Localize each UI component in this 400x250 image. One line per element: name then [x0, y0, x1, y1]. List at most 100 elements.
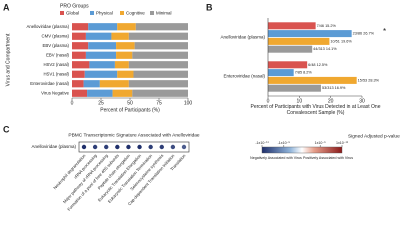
x-tick-label: 0	[267, 98, 270, 104]
x-axis-title: Percent of Participants with Virus Detec…	[250, 104, 381, 116]
significance: *	[383, 27, 386, 36]
bar-segment	[72, 80, 84, 88]
colorbar-title: Signed Adjusted p-value	[348, 133, 400, 139]
bar	[268, 84, 321, 92]
legend-swatch	[150, 11, 154, 15]
y-tick-label: Anelloviridae (plasma)	[26, 24, 69, 29]
value-label: 7/46 15.2%	[317, 24, 337, 28]
x-tick-label: 25	[98, 100, 104, 106]
bar-segment	[83, 80, 100, 88]
bar	[268, 22, 316, 30]
bar-segment	[72, 23, 89, 31]
dot	[126, 144, 131, 150]
bar-segment	[116, 42, 135, 50]
legend-label: Minimal	[156, 10, 172, 15]
x-tick-label: 10	[297, 98, 303, 104]
value-label: 7/85 8.2%	[295, 71, 313, 75]
value-label: 44/313 14.1%	[313, 47, 337, 51]
dot	[159, 144, 164, 150]
colorbar-tick-label: -1x10⁻¹¹	[255, 141, 269, 145]
bar-segment	[117, 70, 134, 78]
y-axis-title: Virus and Compartment	[5, 33, 11, 86]
bar-segment	[72, 89, 88, 97]
bar-segment	[114, 61, 129, 69]
dot	[148, 144, 153, 150]
heatmap-frame	[78, 141, 190, 153]
panel-label: B	[206, 2, 213, 12]
colorbar	[261, 146, 343, 154]
bar	[268, 37, 330, 45]
legend-label: Physical	[96, 10, 113, 15]
bar-segment	[133, 70, 188, 78]
dot	[181, 144, 187, 150]
bar-segment	[87, 89, 113, 97]
bar-segment	[112, 89, 133, 97]
value-label: 15/53 28.3%	[358, 78, 380, 82]
dot	[115, 144, 120, 150]
legend-label: Cognitive	[126, 10, 145, 15]
bar-segment	[132, 51, 188, 59]
y-tick-label: Virus Negative	[41, 90, 69, 95]
x-axis-title-box: Percent of Participants with Virus Detec…	[250, 104, 381, 116]
colorbar-tick-label: 1x10⁻¹¹	[336, 141, 349, 145]
high-label: Positively Associated with Virus	[303, 156, 353, 160]
bar	[268, 45, 313, 53]
row-label: Anelloviridae (plasma)	[31, 144, 76, 149]
bar-segment	[85, 51, 117, 59]
bar-segment	[135, 23, 188, 31]
value-label: 53/313 16.9%	[322, 86, 346, 90]
bar	[268, 76, 357, 84]
bar-segment	[128, 61, 188, 69]
bar-segment	[72, 70, 85, 78]
bar-segment	[85, 32, 112, 40]
y-tick-label: HSV2 (nasal)	[43, 62, 69, 67]
bar-segment	[88, 23, 118, 31]
value-label: 10/51 19.6%	[330, 39, 352, 43]
x-axis-title: Percent of Participants (%)	[100, 107, 160, 113]
dot	[137, 144, 142, 150]
bar-segment	[128, 32, 188, 40]
bar	[268, 69, 294, 77]
legend-label: Global	[66, 10, 79, 15]
legend-swatch	[90, 11, 94, 15]
bar-segment	[72, 51, 86, 59]
x-tick-label: 50	[127, 100, 133, 106]
dot	[170, 144, 176, 150]
colorbar-tick-label: -1x10⁻⁵	[278, 141, 291, 145]
dot	[104, 144, 109, 150]
panel-label: C	[3, 124, 10, 134]
value-label: 23/86 26.7%	[353, 32, 375, 36]
legend-title: PRO Groups	[60, 3, 89, 9]
x-tick-label: 30	[359, 98, 365, 104]
bar-segment	[128, 80, 188, 88]
legend-swatch	[60, 11, 64, 15]
bar-segment	[88, 42, 117, 50]
bar-segment	[132, 89, 188, 97]
y-tick-label: HSV1 (nasal)	[43, 71, 69, 76]
bar-segment	[72, 42, 89, 50]
value-label: 6/48 12.5%	[308, 63, 328, 67]
low-label: Negatively Associated with Virus	[250, 156, 302, 160]
bar-segment	[134, 42, 188, 50]
dot	[81, 144, 87, 150]
bar-segment	[89, 61, 115, 69]
bar-segment	[99, 80, 129, 88]
bar-segment	[84, 70, 118, 78]
y-tick-label: Anelloviridae (plasma)	[220, 35, 265, 40]
x-tick-label: 20	[328, 98, 334, 104]
y-tick-label: Enteroviridae (nasal)	[223, 74, 265, 79]
dot	[92, 144, 98, 150]
bar	[268, 30, 352, 38]
bar	[268, 61, 308, 69]
x-tick-label: 75	[156, 100, 162, 106]
x-tick-label: 100	[184, 100, 193, 106]
y-tick-label: EBV (nasal)	[46, 52, 69, 57]
bar-segment	[111, 32, 129, 40]
bar-segment	[72, 61, 90, 69]
bar-segment	[117, 23, 136, 31]
heatmap-title: PBMC Transcriptomic Signature Associated…	[68, 132, 200, 138]
bar-segment	[72, 32, 86, 40]
y-tick-label: CMV (plasma)	[42, 33, 70, 38]
